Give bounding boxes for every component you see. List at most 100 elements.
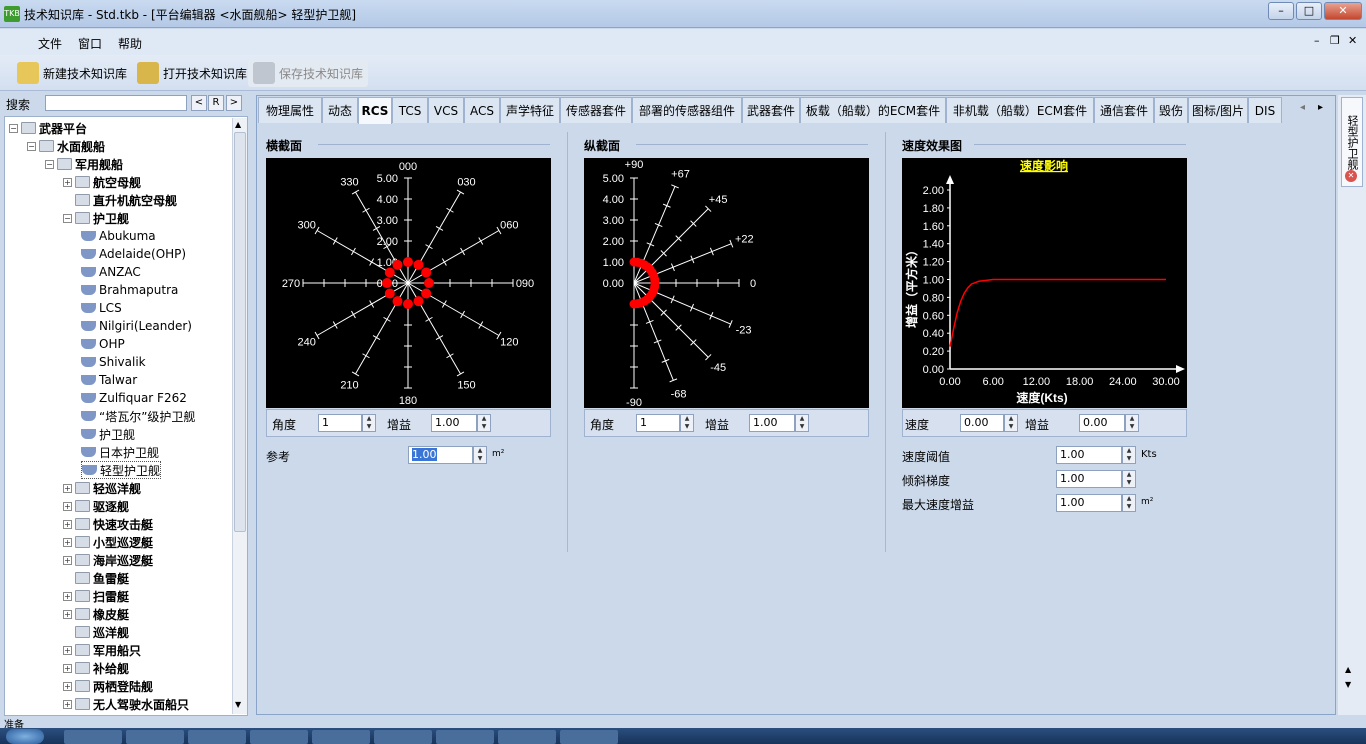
mdi-minimize-button[interactable]: –: [1314, 34, 1320, 47]
speed-gain-input[interactable]: 0.00: [1079, 414, 1125, 432]
tree-item-ship[interactable]: Adelaide(OHP): [81, 245, 186, 263]
threshold-input[interactable]: 1.00: [1056, 446, 1122, 464]
scroll-thumb[interactable]: [234, 132, 246, 532]
tree-item-category[interactable]: + 扫雷艇: [63, 587, 129, 605]
expand-icon[interactable]: +: [63, 699, 72, 709]
new-kb-button[interactable]: 新建技术知识库: [12, 59, 132, 87]
threshold-spinner[interactable]: ▲ ▼: [1122, 446, 1136, 464]
slope-spinner[interactable]: ▲ ▼: [1122, 470, 1136, 488]
tree-item-ship[interactable]: Brahmaputra: [81, 281, 178, 299]
ref-spinner[interactable]: ▲ ▼: [473, 446, 487, 464]
collapse-icon[interactable]: −: [63, 213, 72, 223]
scroll-up-icon[interactable]: ▲: [235, 120, 242, 129]
expand-icon[interactable]: +: [63, 177, 72, 187]
slope-input[interactable]: 1.00: [1056, 470, 1122, 488]
dock-scroll-down-icon[interactable]: ▼: [1345, 680, 1352, 689]
tree-item-category[interactable]: + 军用船只: [63, 641, 141, 659]
taskbar-app-3[interactable]: [312, 730, 370, 744]
tree-item-ship[interactable]: 护卫舰: [81, 425, 135, 443]
tree-item-category[interactable]: − 护卫舰: [63, 209, 129, 227]
open-kb-button[interactable]: 打开技术知识库: [132, 59, 252, 87]
taskbar-app-6[interactable]: [498, 730, 556, 744]
tab-2[interactable]: RCS: [358, 97, 392, 124]
expand-icon[interactable]: +: [63, 483, 72, 493]
expand-icon[interactable]: +: [63, 501, 72, 511]
taskbar-app-4[interactable]: [374, 730, 432, 744]
h-gain-spinner[interactable]: ▲ ▼: [477, 414, 491, 432]
tree-item-ship[interactable]: Nilgiri(Leander): [81, 317, 192, 335]
tab-3[interactable]: TCS: [392, 97, 428, 123]
tree-item-category[interactable]: + 海岸巡逻艇: [63, 551, 153, 569]
v-gain-spinner[interactable]: ▲ ▼: [795, 414, 809, 432]
collapse-icon[interactable]: −: [9, 123, 18, 133]
taskbar-ie[interactable]: [64, 730, 122, 744]
dock-scroll-up-icon[interactable]: ▲: [1345, 665, 1352, 674]
taskbar-explorer[interactable]: [126, 730, 184, 744]
tab-scroll-left-icon[interactable]: ◂: [1300, 102, 1306, 113]
search-reset-button[interactable]: R: [208, 95, 224, 111]
mdi-restore-button[interactable]: ❐: [1330, 34, 1340, 47]
expand-icon[interactable]: +: [63, 537, 72, 547]
save-kb-button[interactable]: 保存技术知识库: [248, 59, 369, 87]
tab-7[interactable]: 传感器套件: [560, 97, 632, 123]
h-gain-input[interactable]: 1.00: [431, 414, 477, 432]
expand-icon[interactable]: +: [63, 663, 72, 673]
expand-icon[interactable]: +: [63, 681, 72, 691]
h-angle-spinner[interactable]: ▲ ▼: [362, 414, 376, 432]
dock-close-icon[interactable]: ✕: [1345, 170, 1357, 182]
tree-item-ship[interactable]: 轻型护卫舰: [81, 461, 162, 479]
tree-item-category[interactable]: + 驱逐舰: [63, 497, 129, 515]
tab-0[interactable]: 物理属性: [258, 97, 322, 123]
search-next-button[interactable]: >: [226, 95, 242, 111]
tree-item-category[interactable]: +鱼雷艇: [63, 569, 129, 587]
speed-gain-spinner[interactable]: ▲ ▼: [1125, 414, 1139, 432]
tab-14[interactable]: 图标/图片: [1188, 97, 1248, 123]
expand-icon[interactable]: +: [63, 591, 72, 601]
tree-item-category[interactable]: + 无人驾驶水面船只: [63, 695, 189, 713]
tab-1[interactable]: 动态: [322, 97, 358, 123]
taskbar-app-2[interactable]: [250, 730, 308, 744]
tree-item-category[interactable]: − 军用舰船: [45, 155, 123, 173]
expand-icon[interactable]: +: [63, 555, 72, 565]
max-gain-spinner[interactable]: ▲ ▼: [1122, 494, 1136, 512]
tree-item-category[interactable]: + 补给舰: [63, 659, 129, 677]
tab-5[interactable]: ACS: [464, 97, 500, 123]
tree-item-ship[interactable]: Talwar: [81, 371, 137, 389]
tree-item-category[interactable]: +巡洋舰: [63, 623, 129, 641]
dock-tab[interactable]: 轻型护卫舰: [1341, 97, 1363, 187]
menu-help[interactable]: 帮助: [118, 37, 143, 51]
ref-input[interactable]: 1.00: [408, 446, 473, 464]
v-angle-input[interactable]: 1: [636, 414, 680, 432]
v-angle-spinner[interactable]: ▲ ▼: [680, 414, 694, 432]
search-prev-button[interactable]: <: [191, 95, 207, 111]
scroll-down-icon[interactable]: ▼: [235, 700, 242, 709]
tree-item-category[interactable]: + 两栖登陆舰: [63, 677, 153, 695]
search-input[interactable]: [45, 95, 187, 111]
tree-item-ship[interactable]: ANZAC: [81, 263, 141, 281]
mdi-close-button[interactable]: ✕: [1348, 34, 1358, 47]
tree-item-category[interactable]: − 武器平台: [9, 119, 87, 137]
platform-tree[interactable]: −武器平台−水面舰船−军用舰船+航空母舰+直升机航空母舰−护卫舰AbukumaA…: [4, 116, 248, 716]
tree-item-category[interactable]: + 小型巡逻艇: [63, 533, 153, 551]
tab-4[interactable]: VCS: [428, 97, 464, 123]
collapse-icon[interactable]: −: [45, 159, 54, 169]
minimize-button[interactable]: –: [1268, 2, 1294, 20]
tree-item-ship[interactable]: Shivalik: [81, 353, 146, 371]
tab-9[interactable]: 武器套件: [742, 97, 800, 123]
speed-input[interactable]: 0.00: [960, 414, 1004, 432]
tree-item-category[interactable]: − 水面舰船: [27, 137, 105, 155]
collapse-icon[interactable]: −: [27, 141, 36, 151]
taskbar-app-1[interactable]: [188, 730, 246, 744]
tree-item-category[interactable]: + 快速攻击艇: [63, 515, 153, 533]
tree-item-ship[interactable]: Zulfiquar F262: [81, 389, 187, 407]
menu-file[interactable]: 文件: [38, 37, 63, 51]
maximize-button[interactable]: □: [1296, 2, 1322, 20]
expand-icon[interactable]: +: [63, 519, 72, 529]
tab-scroll-right-icon[interactable]: ▸: [1318, 102, 1324, 113]
tree-item-category[interactable]: + 轻巡洋舰: [63, 479, 141, 497]
speed-spinner[interactable]: ▲ ▼: [1004, 414, 1018, 432]
tree-item-category[interactable]: + 橡皮艇: [63, 605, 129, 623]
tree-scrollbar[interactable]: ▲ ▼: [232, 118, 247, 714]
menu-window[interactable]: 窗口: [78, 37, 103, 51]
expand-icon[interactable]: +: [63, 645, 72, 655]
